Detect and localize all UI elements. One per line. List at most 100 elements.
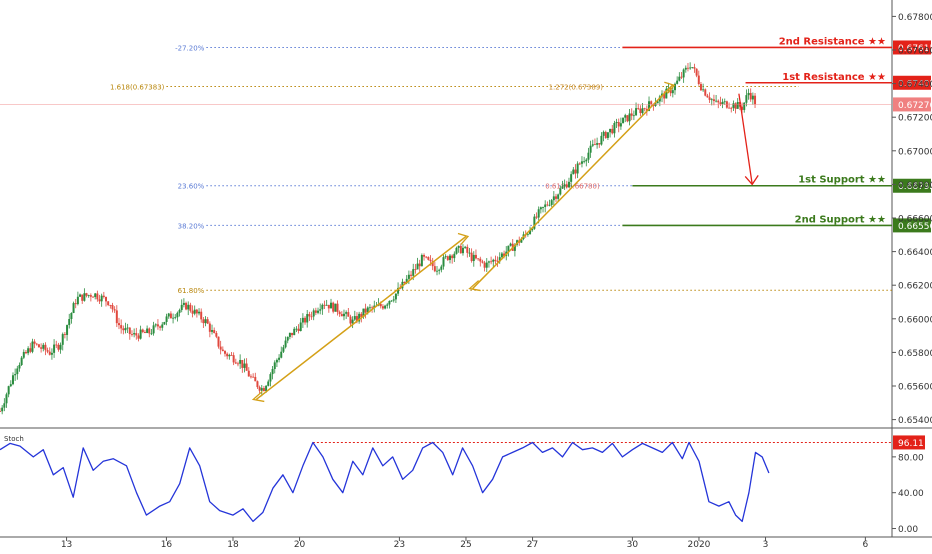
candle-body [22, 351, 25, 358]
candle-body [468, 252, 471, 254]
candle-body [137, 335, 140, 339]
candle-body [278, 357, 281, 360]
candle-body [44, 344, 47, 351]
candle-body [619, 123, 622, 127]
candle-body [130, 334, 133, 335]
candle-body [217, 336, 220, 347]
candle-body [464, 246, 467, 248]
candle-body [247, 370, 250, 377]
candle-body [593, 144, 596, 146]
candle-body [260, 388, 263, 391]
candle-body [254, 376, 257, 382]
candle-body [245, 363, 248, 371]
candle-body [161, 324, 164, 328]
candle-body [46, 350, 49, 352]
level-price-label: 0.67405 [898, 79, 932, 89]
candle-body [580, 161, 583, 164]
candle-body [284, 340, 287, 348]
candle-body [148, 328, 151, 334]
candle-body [42, 344, 45, 349]
candle-body [299, 322, 302, 331]
candle-body [230, 354, 233, 356]
date-tick-label: 18 [227, 540, 239, 550]
candle-body [496, 260, 499, 262]
candle-body [503, 253, 506, 257]
date-axis[interactable]: 13 16 18 20 23 25 27 30 2020 3 6 [61, 537, 869, 550]
candle-body [453, 253, 456, 259]
candle-body [712, 99, 715, 102]
oscillator-name: Stoch [4, 435, 24, 443]
candle-body [18, 364, 21, 369]
price-tick-label: 0.65800 [898, 349, 932, 359]
candle-body [185, 302, 188, 310]
candle-body [87, 295, 90, 296]
candle-body [35, 343, 38, 345]
candle-body [529, 230, 532, 234]
candle-body [63, 334, 66, 335]
candle-body [219, 346, 222, 350]
candle-body [5, 394, 8, 404]
candle-body [648, 101, 651, 111]
candle-body [572, 169, 575, 175]
candle-body [107, 301, 110, 306]
price-tick-label: 0.66800 [898, 181, 932, 191]
candle-body [182, 302, 185, 305]
candle-body [282, 347, 285, 352]
candle-body [397, 287, 400, 294]
price-axis[interactable]: 0.67800 0.67600 0.67400 0.67200 0.67000 0.668… [892, 13, 932, 426]
candle-body [663, 93, 666, 99]
candle-body [211, 330, 214, 332]
candle-body [200, 311, 203, 320]
candle-body [280, 351, 283, 358]
candle-body [79, 294, 82, 297]
candle-body [609, 128, 612, 133]
candle-body [1, 407, 4, 412]
candle-body [308, 314, 311, 317]
candle-body [206, 319, 209, 324]
price-tick-label: 0.65600 [898, 383, 932, 393]
candle-body [355, 316, 358, 322]
candle-body [345, 312, 348, 314]
candle-body [451, 255, 454, 259]
price-tick-label: 0.67000 [898, 147, 932, 157]
candle-body [596, 143, 599, 145]
candle-body [234, 362, 237, 364]
candle-body [706, 95, 709, 98]
candle-body [3, 403, 6, 408]
candle-body [323, 304, 326, 306]
price-tick-label: 0.65400 [898, 416, 932, 426]
candle-body [241, 359, 244, 368]
candle-body [730, 107, 733, 109]
price-tick-label: 0.67600 [898, 47, 932, 57]
candle-body [632, 115, 635, 117]
candle-body [715, 100, 718, 102]
candle-body [555, 196, 558, 199]
date-tick-label: 20 [294, 540, 306, 550]
candle-body [338, 311, 341, 315]
date-tick-label: 3 [763, 540, 769, 550]
candle-body [115, 310, 118, 324]
candle-body [639, 108, 642, 114]
oscillator-tick-label: 0.00 [898, 525, 918, 535]
candle-body [405, 278, 408, 284]
candle-body [100, 295, 103, 302]
candle-body [420, 255, 423, 267]
candle-body [552, 196, 555, 201]
candle-body [513, 244, 516, 251]
candle-body [481, 261, 484, 263]
date-tick-label: 2020 [688, 540, 711, 550]
candle-body [477, 258, 480, 260]
candle-body [81, 294, 84, 301]
candle-body [89, 295, 92, 297]
candle-body [751, 95, 754, 100]
candle-body [0, 411, 1, 412]
candle-body [50, 352, 53, 355]
date-tick-label: 16 [161, 540, 173, 550]
price-tick-label: 0.67400 [898, 80, 932, 90]
candle-body [208, 323, 211, 332]
candle-body [191, 310, 194, 314]
candle-body [702, 89, 705, 91]
candle-body [559, 188, 562, 195]
candle-body [412, 269, 415, 276]
